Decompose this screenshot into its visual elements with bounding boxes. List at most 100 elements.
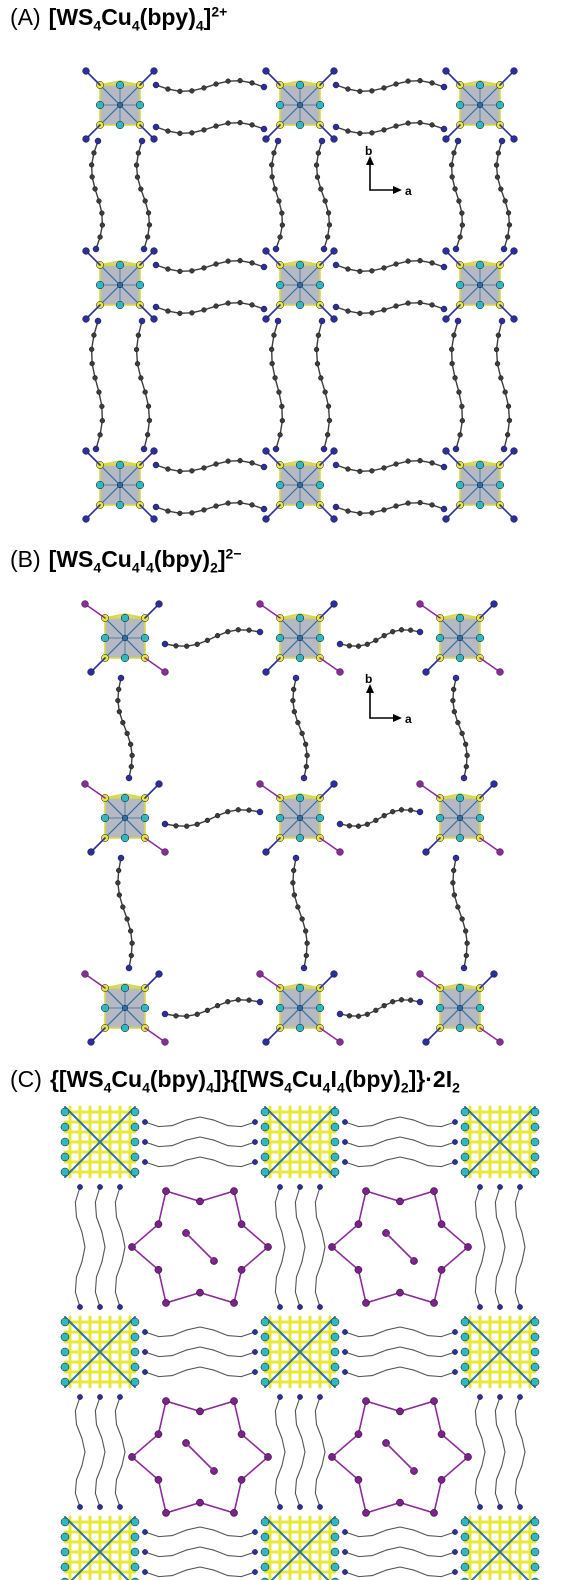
carbon-atom (393, 123, 399, 129)
iodine-bond (165, 1291, 201, 1304)
carbon-atom (313, 346, 320, 353)
c-c-bond (213, 1549, 229, 1557)
iodine-bond (199, 1501, 235, 1514)
cluster-column (60, 1105, 140, 1179)
copper-atom (130, 1317, 140, 1327)
carbon-atom (456, 198, 462, 204)
copper-atom (460, 1377, 470, 1387)
carbon-atom (189, 88, 195, 94)
copper-atom (115, 460, 125, 470)
c-c-bond (199, 1526, 215, 1531)
nitrogen-atom (517, 1304, 523, 1310)
carbon-atom (246, 997, 252, 1003)
copper-atom (120, 613, 130, 623)
c-c-bond (358, 1354, 374, 1358)
c-c-bond (213, 1119, 229, 1127)
copper-atom (130, 1562, 140, 1572)
c-c-bond (199, 1566, 215, 1571)
carbon-atom (299, 730, 305, 737)
c-c-bond (501, 1437, 506, 1453)
panel-c-title: (C) {[WS4Cu4(bpy)4]}{[WS4Cu4I4(bpy)2]}·2I… (10, 1066, 460, 1095)
carbon-atom (225, 999, 231, 1005)
nitrogen-atom (452, 1349, 458, 1355)
bipyridine-ligand (332, 257, 448, 275)
iodine-atom (416, 970, 424, 978)
carbon-atom (463, 928, 469, 934)
bipyridine-ligand (450, 674, 470, 782)
copper-atom (455, 280, 465, 290)
formula-part: Cu (111, 1066, 143, 1092)
c-c-bond (399, 1526, 415, 1531)
iodine-bond (131, 1456, 160, 1481)
iodine-bond (399, 1501, 435, 1514)
copper-atom (475, 260, 485, 270)
carbon-atom (373, 817, 379, 824)
bipyridine-ligand (342, 1136, 458, 1148)
copper-atom (475, 300, 485, 310)
iodine-atom (437, 1430, 446, 1439)
carbon-atom (393, 261, 399, 267)
iodine-atom (237, 1220, 246, 1229)
ws4cu4-cluster (275, 793, 325, 843)
iodine-bond (331, 1456, 360, 1481)
nitrogen-atom (497, 1184, 503, 1190)
nitrogen-atom (125, 774, 133, 782)
carbon-atom (381, 812, 387, 819)
nitrogen-atom (97, 1504, 103, 1510)
copper-atom (330, 1362, 340, 1372)
carbon-atom (451, 150, 457, 156)
copper-atom (330, 1377, 340, 1387)
iodine-network (128, 1187, 272, 1307)
c-c-bond (515, 1465, 523, 1481)
bipyridine-ligand (342, 1566, 458, 1578)
nitrogen-atom (497, 1504, 503, 1510)
nitrogen-atom (152, 261, 160, 269)
iodine-atom (336, 1038, 344, 1046)
carbon-atom (120, 904, 126, 910)
carbon-atom (381, 632, 387, 639)
copper-atom (260, 1137, 270, 1147)
c-c-bond (474, 1478, 478, 1494)
iodine-atom (496, 848, 504, 856)
carbon-atom (204, 817, 211, 824)
carbon-atom (276, 389, 282, 395)
c-c-bond (371, 1119, 387, 1127)
ws4cu4-cluster (455, 460, 505, 510)
c-c-bond (158, 1574, 174, 1578)
iodine-atom (154, 1220, 163, 1229)
nitrogen-atom (117, 1504, 123, 1510)
nitrogen-atom (416, 998, 424, 1006)
bipyridine-ligand (332, 299, 448, 317)
bipyridine-ligand (152, 77, 268, 95)
nitrogen-atom (454, 317, 462, 325)
copper-atom (315, 1003, 325, 1013)
bipyridine-ligand (493, 137, 513, 253)
iodine-bond (233, 1190, 243, 1225)
carbon-atom (326, 417, 333, 424)
copper-atom (295, 833, 305, 843)
carbon-atom (464, 940, 470, 946)
c-c-bond (385, 1116, 401, 1121)
w-s-bond (470, 1516, 536, 1580)
copper-atom (460, 1562, 470, 1572)
carbon-atom (165, 86, 171, 92)
iodine-bond (433, 1190, 443, 1225)
c-c-bond (158, 1124, 174, 1128)
carbon-atom (88, 162, 95, 168)
carbon-atom (459, 403, 465, 410)
carbon-atom (249, 502, 255, 508)
carbon-atom (369, 310, 375, 316)
carbon-atom (142, 389, 148, 395)
iodine-atom (264, 1243, 272, 1251)
nitrogen-atom (440, 125, 448, 133)
carbon-atom (213, 123, 219, 129)
iodine-atom (416, 600, 424, 608)
copper-atom (130, 1137, 140, 1147)
bipyridine-ligand (94, 1394, 106, 1510)
carbon-atom (134, 361, 141, 367)
carbon-atom (451, 709, 458, 715)
copper-atom (455, 833, 465, 843)
nitrogen-atom (138, 137, 146, 145)
copper-atom (130, 1332, 140, 1342)
nitrogen-atom (440, 263, 448, 271)
